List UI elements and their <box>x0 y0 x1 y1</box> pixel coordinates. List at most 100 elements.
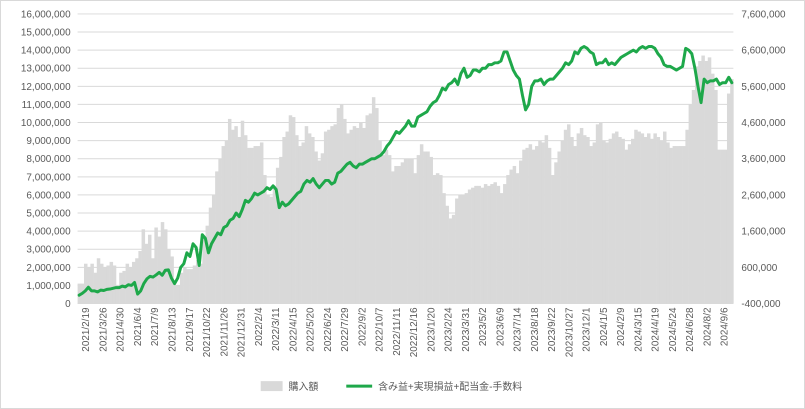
bar <box>448 218 453 304</box>
x-tick-label: 2022/12/16 <box>409 307 420 357</box>
bar <box>439 175 443 304</box>
bar <box>291 117 296 304</box>
bar <box>714 89 718 304</box>
bar <box>662 131 667 304</box>
bar <box>586 137 590 304</box>
x-tick-label: 2023/2/24 <box>444 307 455 352</box>
bar <box>535 146 539 304</box>
bar <box>698 60 702 304</box>
bar <box>407 158 411 304</box>
bar <box>93 272 98 304</box>
bar <box>163 229 168 304</box>
bar <box>621 138 625 304</box>
bar <box>397 165 401 304</box>
bar <box>464 193 469 304</box>
bar <box>141 229 146 304</box>
bar <box>624 149 629 304</box>
y-left-tick-label: 11,000,000 <box>22 100 71 111</box>
bar <box>349 129 353 304</box>
bar <box>346 133 350 304</box>
bar <box>579 127 584 304</box>
bar <box>637 131 641 304</box>
bar <box>605 142 609 304</box>
bar <box>221 146 226 304</box>
x-tick-label: 2024/8/2 <box>702 307 713 346</box>
bar <box>320 153 325 304</box>
bar <box>304 126 309 304</box>
bar <box>653 133 657 304</box>
bar <box>381 155 385 304</box>
bar <box>573 146 577 304</box>
y-right-tick-label: 3,600,000 <box>741 154 786 165</box>
bar <box>675 146 680 304</box>
bar <box>99 263 104 304</box>
bar <box>106 265 110 304</box>
bar <box>656 137 661 304</box>
y-left-tick-label: 12,000,000 <box>21 82 71 93</box>
bar <box>183 267 187 304</box>
bar <box>327 129 331 304</box>
bar <box>339 104 344 304</box>
y-right-tick-label: 7,600,000 <box>741 9 786 20</box>
x-tick-label: 2024/4/19 <box>651 307 662 352</box>
bar <box>544 135 549 304</box>
bar <box>157 236 162 304</box>
pnl-line <box>77 45 734 297</box>
bar <box>103 267 107 304</box>
bar <box>359 122 363 304</box>
bar <box>608 138 613 304</box>
x-tick-label: 2022/5/20 <box>306 307 317 352</box>
x-tick-label: 2023/9/22 <box>547 307 558 352</box>
y-left-tick-label: 15,000,000 <box>21 28 71 39</box>
bar <box>445 205 449 304</box>
bar <box>160 222 165 304</box>
bar <box>173 285 178 304</box>
bar <box>589 146 593 304</box>
bar <box>295 135 299 304</box>
bar <box>368 113 373 304</box>
bar <box>707 57 712 304</box>
x-tick-label: 2024/6/28 <box>685 307 696 352</box>
bar <box>263 175 267 304</box>
bar <box>688 104 693 304</box>
bar <box>602 140 606 304</box>
y-left-tick-label: 2,000,000 <box>26 263 71 274</box>
bar <box>413 173 417 304</box>
bar <box>202 236 206 304</box>
bar <box>583 135 587 304</box>
bar <box>528 144 533 304</box>
x-tick-label: 2021/4/30 <box>116 307 127 352</box>
y-right-tick-label: 5,600,000 <box>741 82 786 93</box>
bar <box>112 265 117 304</box>
bar <box>522 149 526 304</box>
bar <box>147 234 152 304</box>
bar <box>471 187 475 304</box>
bar <box>151 258 155 304</box>
y-left-tick-label: 8,000,000 <box>26 154 71 165</box>
y-left-tick-label: 14,000,000 <box>21 46 71 57</box>
y-right-tick-label: 1,600,000 <box>741 227 786 238</box>
bar <box>685 129 689 304</box>
bar <box>723 149 728 304</box>
x-tick-label: 2021/9/17 <box>185 307 196 352</box>
bar <box>557 151 561 304</box>
bar <box>496 185 501 304</box>
bar <box>279 156 283 304</box>
bar <box>631 138 635 304</box>
bar <box>109 261 114 304</box>
x-tick-label: 2024/5/24 <box>668 307 679 352</box>
y-left-tick-label: 7,000,000 <box>26 172 71 183</box>
bar <box>538 140 542 304</box>
bar <box>282 137 286 304</box>
bar <box>730 79 734 304</box>
bar <box>391 171 395 304</box>
bar <box>615 131 619 304</box>
bar <box>701 55 705 304</box>
bar <box>250 147 254 304</box>
x-tick-label: 2022/9/2 <box>357 307 368 346</box>
x-tick-label: 2022/11/11 <box>392 307 403 356</box>
bar <box>186 269 190 304</box>
bar <box>455 198 459 304</box>
y-left-tick-label: 9,000,000 <box>26 136 71 147</box>
bar <box>483 184 488 304</box>
